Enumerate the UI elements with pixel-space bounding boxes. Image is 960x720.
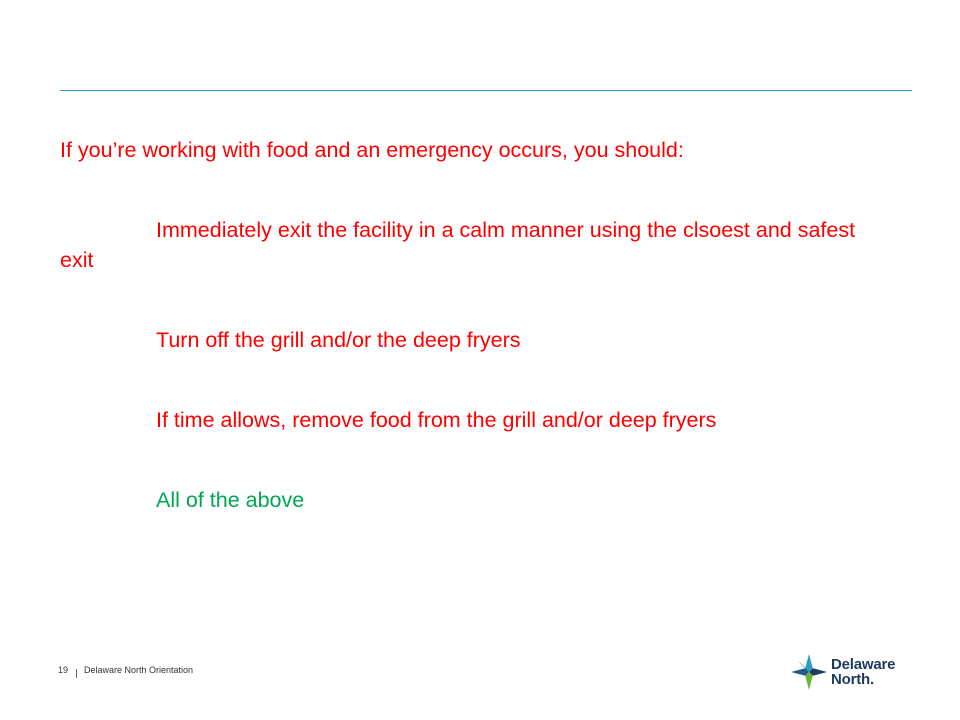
delaware-north-logo: Delaware North. xyxy=(790,652,910,692)
logo-line-2: North. xyxy=(831,671,874,688)
logo-line-1: Delaware xyxy=(831,656,896,673)
slide-footer: 19 Delaware North Orientation xyxy=(58,665,194,678)
footer-title: Delaware North Orientation xyxy=(84,665,194,675)
answer-option-1: Immediately exit the facility in a calm … xyxy=(60,218,856,272)
question-text: If you’re working with food and an emerg… xyxy=(60,138,684,162)
page-number: 19 xyxy=(58,665,69,675)
footer-separator xyxy=(76,668,78,678)
compass-star-logo-icon xyxy=(790,653,828,691)
answer-option-3: If time allows, remove food from the gri… xyxy=(156,408,717,432)
answer-option-2: Turn off the grill and/or the deep fryer… xyxy=(156,328,521,352)
title-divider-line xyxy=(60,90,912,91)
answer-option-4: All of the above xyxy=(156,488,305,512)
logo-wordmark: Delaware North. xyxy=(831,657,895,687)
